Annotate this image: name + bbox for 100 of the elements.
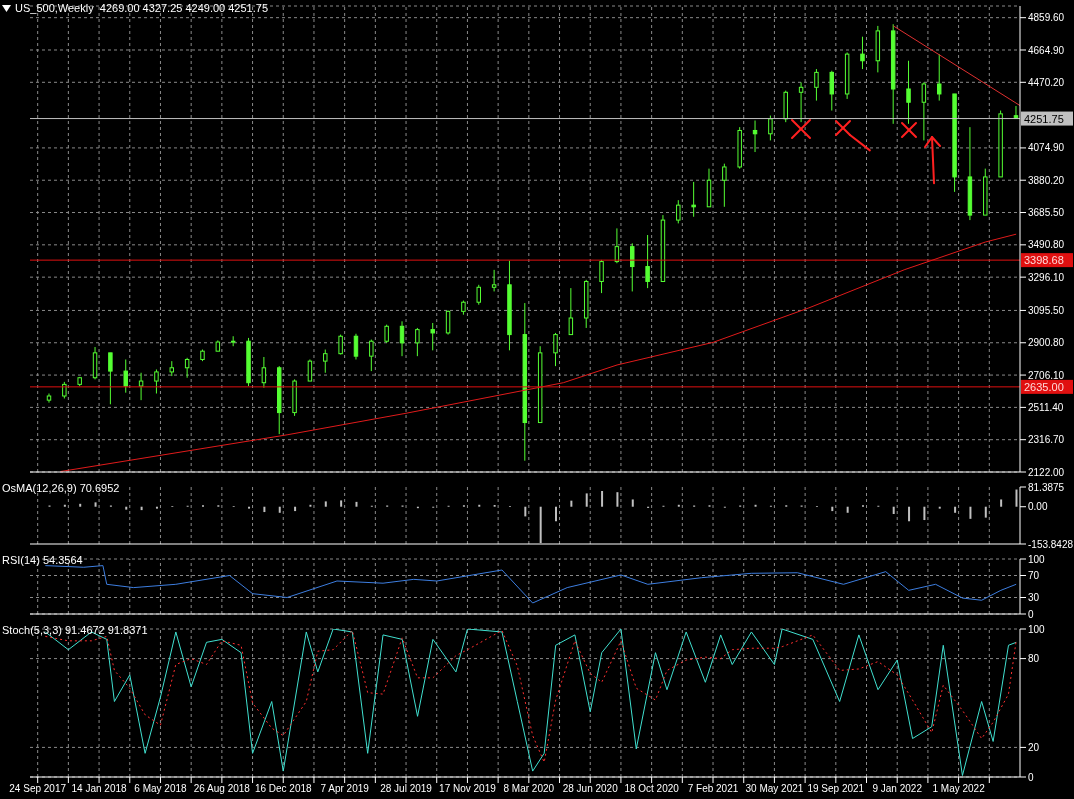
bar [1000, 499, 1003, 507]
chart-title: US_500,Weekly 4269.00 4327.25 4249.00 4251.75 [15, 2, 268, 14]
y-tick-label: 3880.20 [1028, 174, 1065, 186]
x-tick-label: 7 Feb 2021 [687, 783, 739, 795]
y-tick-label: 3095.50 [1028, 304, 1065, 316]
candlestick [154, 368, 159, 394]
candlestick [353, 333, 359, 360]
y-tick-label: 2122.00 [1028, 466, 1065, 478]
x-tick-label: 18 Oct 2020 [624, 783, 680, 795]
bar [539, 506, 542, 544]
y-tick-label: 80 [1028, 653, 1040, 665]
candlestick [476, 284, 481, 306]
y-tick-label: 100 [1028, 553, 1046, 565]
x-tick-label: 9 Jan 2022 [872, 783, 923, 795]
x-tick-label: 24 Sep 2017 [9, 783, 67, 795]
y-tick-label: 2316.70 [1028, 434, 1065, 446]
x-tick-label: 30 May 2021 [745, 783, 804, 795]
candlestick [399, 320, 405, 357]
bar [585, 493, 588, 507]
y-tick-label: 70 [1028, 570, 1040, 582]
y-tick-label: 3685.50 [1028, 207, 1065, 219]
candlestick [937, 53, 942, 102]
ref-line-label: 2635.00 [1024, 380, 1064, 393]
bar [601, 490, 604, 507]
line-series [44, 565, 1017, 604]
x-tick-label: 28 Jul 2019 [380, 783, 433, 795]
y-tick-label: 2900.80 [1028, 337, 1065, 349]
x-tick-label: 16 Dec 2018 [254, 783, 313, 795]
y-tick-label: 4470.20 [1028, 76, 1065, 88]
candlestick [676, 199, 681, 224]
bar [125, 506, 128, 510]
candlestick [430, 322, 435, 351]
chart-title: OsMA(12,26,9) 70.6952 [2, 482, 120, 494]
bar [923, 506, 926, 521]
ref-line-label: 3398.68 [1024, 254, 1064, 267]
candlestick [798, 81, 804, 123]
candlestick [261, 356, 267, 389]
bar [908, 506, 911, 522]
y-tick-label: 4859.60 [1028, 12, 1065, 24]
x-tick-label: 1 May 2022 [932, 783, 986, 795]
candlestick [722, 163, 727, 208]
bar [570, 500, 573, 507]
bar [263, 506, 266, 513]
candlestick [138, 372, 144, 401]
bar [340, 500, 343, 507]
candlestick [553, 332, 558, 367]
candlestick [384, 324, 389, 344]
candlestick [338, 334, 343, 355]
x-tick-label: 14 Jan 2018 [71, 783, 128, 795]
y-tick-label: 4074.90 [1028, 142, 1065, 154]
candlestick [323, 349, 328, 374]
candlestick [307, 358, 313, 382]
y-tick-label: 81.3875 [1028, 481, 1065, 493]
bar [555, 506, 558, 522]
bar [1015, 489, 1018, 507]
candlestick [599, 259, 604, 294]
bar [278, 506, 281, 513]
candlestick [445, 310, 451, 336]
candlestick [369, 339, 374, 372]
y-tick-label: 4664.90 [1028, 44, 1065, 56]
candlestick [108, 352, 113, 405]
bar [631, 499, 634, 507]
x-tick-label: 17 Nov 2019 [439, 783, 497, 795]
candlestick [921, 81, 927, 141]
bar [892, 506, 895, 514]
candlestick [123, 358, 128, 394]
y-tick-label: 0.00 [1028, 501, 1048, 513]
y-tick-label: 2706.10 [1028, 369, 1065, 381]
candlestick [768, 115, 773, 141]
bar [524, 506, 527, 517]
chart-title: RSI(14) 54.3564 [2, 554, 83, 566]
candlestick [814, 68, 819, 102]
y-tick-label: 0 [1028, 608, 1034, 620]
x-tick-label: 26 Aug 2018 [193, 783, 251, 795]
candlestick [906, 60, 911, 125]
bar [969, 506, 972, 519]
y-tick-label: 0 [1028, 771, 1034, 783]
candlestick [645, 234, 650, 289]
x-tick-label: 7 Apr 2019 [320, 783, 370, 795]
y-tick-label: 30 [1028, 592, 1040, 604]
x-tick-label: 19 Sep 2021 [807, 783, 865, 795]
bar [954, 506, 957, 513]
candlestick [860, 36, 865, 70]
bar [324, 501, 327, 507]
y-tick-label: -153.8428 [1028, 538, 1074, 550]
bar [616, 492, 619, 507]
candlestick [415, 327, 420, 357]
x-tick-label: 8 Mar 2020 [503, 783, 555, 795]
x-tick-label: 28 Jun 2020 [562, 783, 619, 795]
bar [846, 506, 849, 513]
y-tick-label: 20 [1028, 741, 1040, 753]
y-tick-label: 3490.80 [1028, 239, 1065, 251]
y-tick-label: 2511.40 [1028, 401, 1064, 413]
candlestick [630, 242, 635, 292]
candlestick [691, 181, 696, 218]
candlestick [568, 287, 574, 336]
bar [79, 503, 82, 507]
candlestick [829, 70, 835, 112]
candlestick [491, 269, 497, 292]
ref-line-label: 4251.75 [1024, 112, 1064, 125]
